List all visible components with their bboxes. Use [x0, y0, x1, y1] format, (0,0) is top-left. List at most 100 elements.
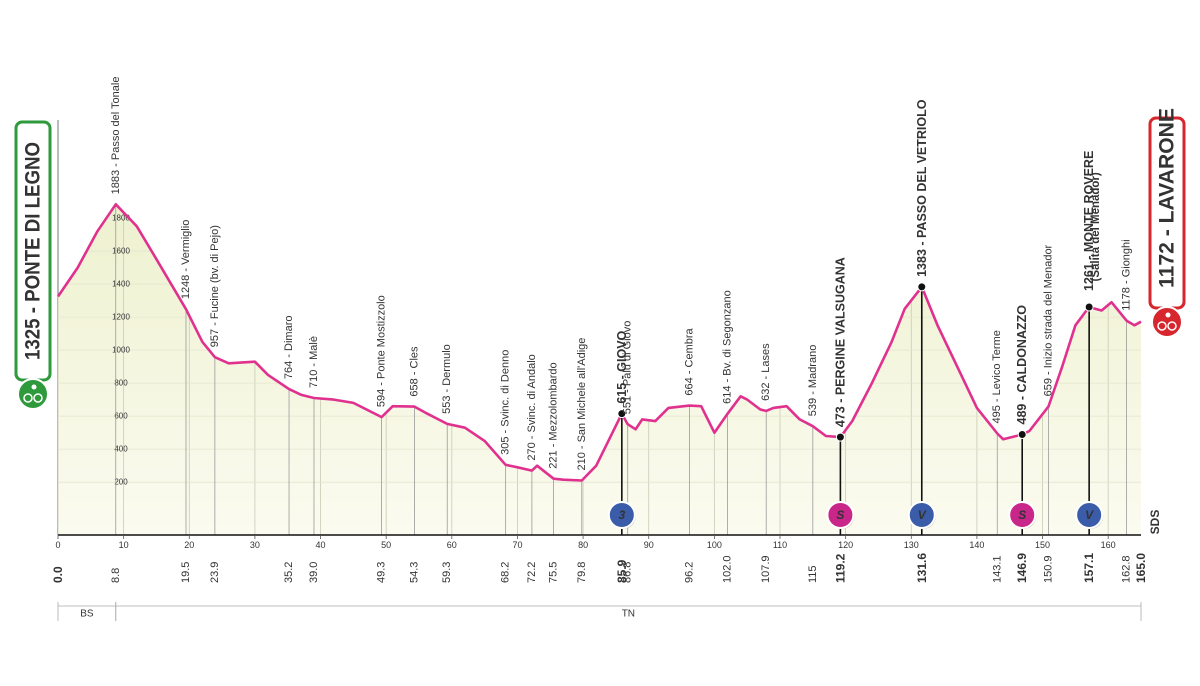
- km-label: 72.2: [526, 562, 538, 583]
- waypoint-dot: [617, 409, 627, 419]
- x-tick-label: 140: [969, 540, 984, 550]
- region-label: TN: [622, 609, 635, 620]
- km-label: 102.0: [721, 555, 733, 583]
- km-label: 85.9: [615, 559, 629, 583]
- km-label: 119.2: [833, 553, 847, 583]
- waypoint-label: 1261 - MONTE ROVERE: [1082, 151, 1096, 291]
- km-label: 39.0: [308, 562, 320, 583]
- x-tick-label: 50: [381, 540, 391, 550]
- x-tick-label: 90: [644, 540, 654, 550]
- x-tick-label: 120: [838, 540, 853, 550]
- y-tick-label: 800: [114, 379, 128, 388]
- x-tick-label: 150: [1035, 540, 1050, 550]
- waypoint-label: 710 - Malè: [308, 336, 320, 388]
- y-tick-label: 1400: [112, 280, 130, 289]
- waypoint-label: 551 - Palù di Giovo: [622, 321, 634, 415]
- y-tick-label: 1600: [112, 247, 130, 256]
- marker-label: V: [918, 508, 927, 522]
- finish-icon: [1151, 306, 1183, 338]
- km-label: 8.8: [110, 568, 122, 583]
- finish-icon: [1167, 321, 1177, 331]
- km-label: 19.5: [180, 562, 192, 583]
- start-icon: [17, 378, 49, 410]
- waypoint-label: 489 - CALDONAZZO: [1015, 305, 1029, 425]
- marker: [1008, 501, 1037, 529]
- km-label: 79.8: [576, 562, 588, 583]
- waypoint-label: 473 - PERGINE VALSUGANA: [833, 257, 847, 427]
- waypoint-label: 553 - Dermulo: [441, 344, 453, 414]
- km-label: 0.0: [51, 566, 65, 583]
- x-tick-label: 70: [512, 540, 522, 550]
- y-tick-label: 200: [114, 478, 128, 487]
- km-label: 35.2: [283, 562, 295, 583]
- finish-icon: [1157, 321, 1167, 331]
- km-label: 162.8: [1121, 555, 1133, 583]
- start-icon: [31, 384, 37, 390]
- km-label: 86.8: [622, 562, 634, 583]
- marker: [907, 501, 936, 529]
- waypoint-label: 614 - Bv. di Segonzano: [721, 290, 733, 404]
- km-label: 49.3: [376, 562, 388, 583]
- x-tick-label: 60: [447, 540, 457, 550]
- km-label: 157.1: [1082, 553, 1096, 583]
- waypoint-label: 1178 - Gionghi: [1121, 239, 1133, 310]
- waypoint-label: 305 - Svinc. di Denno: [500, 350, 512, 455]
- x-tick-label: 10: [119, 540, 129, 550]
- km-label: 131.6: [915, 553, 929, 583]
- start-icon: [23, 393, 33, 403]
- profile-line: [56, 203, 1142, 482]
- y-tick-label: 1200: [112, 313, 130, 322]
- km-label: 96.2: [683, 562, 695, 583]
- marker-label: V: [1085, 508, 1094, 522]
- y-tick-label: 1800: [112, 214, 130, 223]
- logo: SDS: [1148, 510, 1162, 535]
- marker: [826, 501, 855, 529]
- waypoint-label: 221 - Mezzolombardo: [548, 362, 560, 468]
- waypoint-dot: [1017, 429, 1027, 439]
- km-label: 150.9: [1042, 555, 1054, 583]
- marker-label: S: [836, 508, 844, 522]
- x-tick-label: 80: [578, 540, 588, 550]
- x-tick-label: 100: [707, 540, 722, 550]
- waypoint-subtitle: (Salita del Menador): [1090, 172, 1102, 281]
- km-label: 54.3: [408, 562, 420, 583]
- km-label: 68.2: [500, 562, 512, 583]
- marker-label: S: [1018, 508, 1026, 522]
- region-label: BS: [80, 609, 94, 620]
- waypoint-label: 658 - Cles: [408, 346, 420, 397]
- start-icon: [33, 393, 43, 403]
- waypoint-label: 664 - Cembra: [683, 327, 695, 395]
- waypoint-dot: [835, 432, 845, 442]
- marker: [607, 501, 636, 529]
- waypoint-label: 1248 - Vermiglio: [180, 220, 192, 300]
- waypoint-label: 632 - Lases: [760, 343, 772, 401]
- finish-icon: [1165, 312, 1171, 318]
- waypoint-label: 594 - Ponte Mostizzolo: [376, 295, 388, 407]
- x-tick-label: 0: [55, 540, 60, 550]
- km-label: 146.9: [1015, 553, 1029, 583]
- km-label: 59.3: [441, 562, 453, 583]
- waypoint-dot: [1084, 302, 1094, 312]
- profile-area: [58, 204, 1141, 536]
- waypoint-label: 659 - Inizio strada del Menador: [1042, 244, 1054, 396]
- x-tick-label: 130: [904, 540, 919, 550]
- marker: [1075, 501, 1104, 529]
- y-tick-label: 600: [114, 412, 128, 421]
- x-tick-label: 40: [316, 540, 326, 550]
- waypoint-label: 1883 - Passo del Tonale: [110, 77, 122, 195]
- km-label: 23.9: [209, 562, 221, 583]
- waypoint-label: 210 - San Michele all'Adige: [576, 338, 588, 471]
- km-label: 115: [807, 565, 819, 583]
- km-label: 143.1: [991, 555, 1003, 583]
- x-tick-label: 160: [1101, 540, 1116, 550]
- km-label: 165.0: [1134, 553, 1148, 583]
- waypoint-label: 495 - Levico Terme: [991, 330, 1003, 423]
- y-tick-label: 400: [114, 445, 128, 454]
- waypoint-dot: [917, 282, 927, 292]
- waypoint-label: 270 - Svinc. di Andalo: [526, 354, 538, 460]
- waypoint-label: 764 - Dimaro: [283, 315, 295, 379]
- start-name: 1325 - PONTE DI LEGNO: [22, 142, 45, 360]
- finish-name: 1172 - LAVARONE: [1156, 108, 1179, 288]
